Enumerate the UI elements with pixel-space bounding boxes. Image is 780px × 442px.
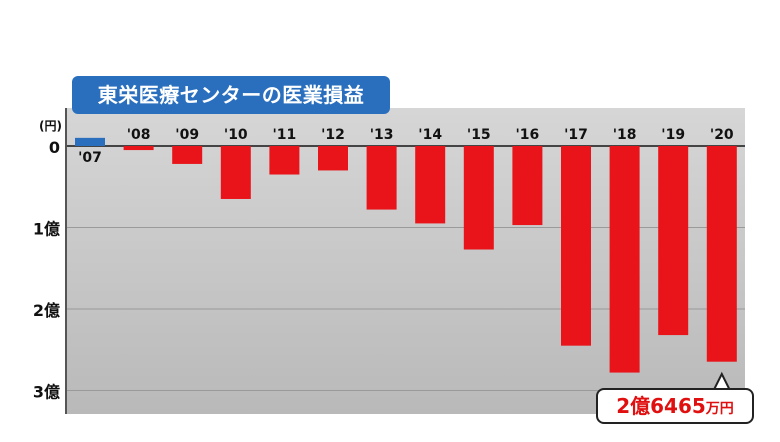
annotation-callout: 2億6465万円	[596, 388, 754, 424]
x-tick-label: '08	[127, 127, 151, 143]
bar-16	[512, 146, 543, 226]
bar-19	[658, 146, 689, 336]
annotation-value: 2億6465	[616, 394, 706, 418]
bar-13	[366, 146, 397, 210]
y-tick-label: 2億	[33, 301, 60, 320]
x-tick-label: '07	[78, 150, 102, 166]
bar-09	[172, 146, 203, 164]
bar-20	[706, 146, 737, 362]
bar-10	[220, 146, 251, 199]
x-tick-label: '18	[613, 127, 637, 143]
x-tick-label: '17	[564, 127, 588, 143]
bar-08	[123, 146, 154, 151]
x-tick-label: '13	[370, 127, 394, 143]
bar-12	[318, 146, 348, 171]
bar-17	[561, 146, 591, 346]
bar-15	[463, 146, 494, 250]
y-tick-label: 0	[49, 138, 60, 157]
x-tick-label: '14	[418, 127, 442, 143]
x-tick-label: '19	[661, 127, 685, 143]
plot-background	[66, 108, 745, 414]
x-tick-label: '16	[516, 127, 540, 143]
x-tick-label: '11	[273, 127, 297, 143]
y-tick-label: 3億	[33, 383, 60, 402]
x-tick-label: '20	[710, 127, 734, 143]
x-tick-label: '12	[321, 127, 345, 143]
bar-18	[609, 146, 640, 373]
bar-14	[415, 146, 446, 224]
x-tick-label: '09	[175, 127, 199, 143]
x-tick-label: '10	[224, 127, 248, 143]
x-tick-label: '15	[467, 127, 491, 143]
chart-title: 東栄医療センターの医業損益	[72, 76, 390, 114]
bar-11	[269, 146, 300, 175]
annotation-unit: 万円	[705, 401, 734, 417]
bar-07	[75, 137, 105, 146]
y-unit-label: (円)	[39, 119, 62, 133]
y-tick-label: 1億	[33, 220, 60, 239]
